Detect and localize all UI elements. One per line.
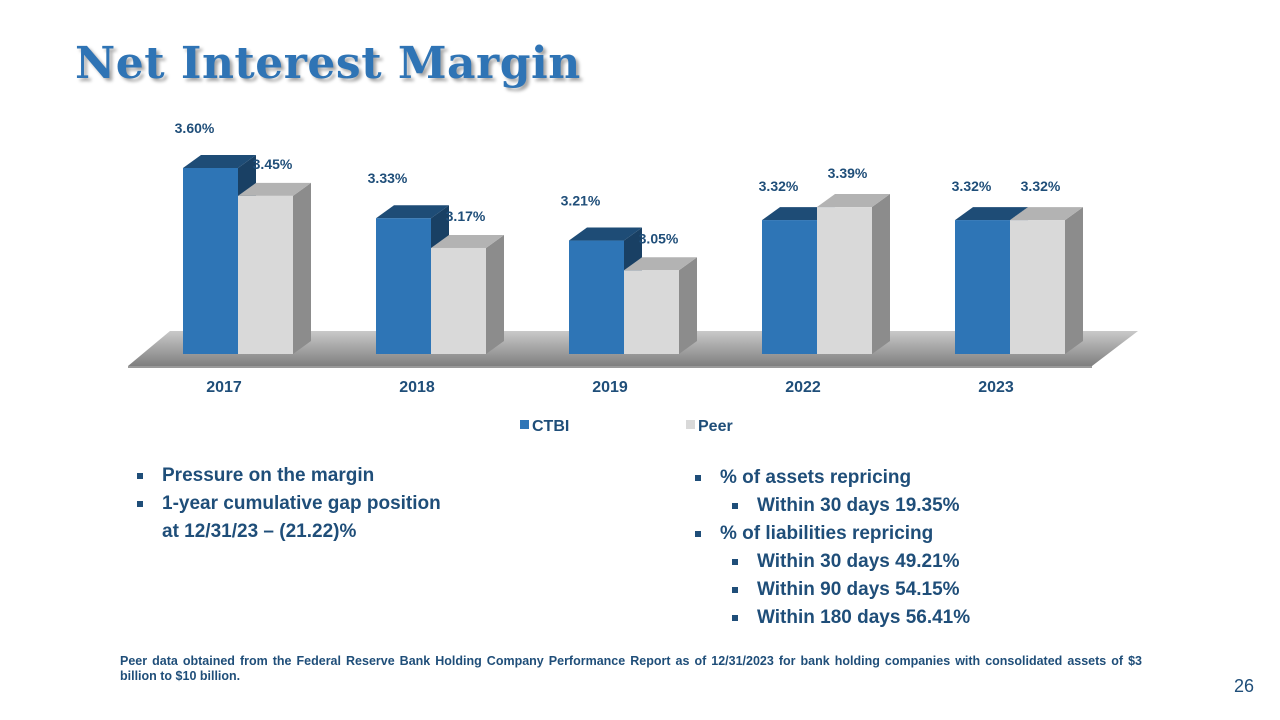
bar-peer-2023	[1010, 207, 1083, 354]
bullet-text: Within 180 days 56.41%	[757, 607, 971, 628]
bullet-marker	[695, 531, 701, 537]
right-bullet-list: % of assets repricing Within 30 days 19.…	[694, 464, 1114, 632]
chart-floor-edge	[128, 366, 1092, 368]
bullet-text-line-2: at 12/31/23 – (21.22)%	[162, 521, 357, 542]
bar-side	[486, 234, 504, 354]
data-label-ctbi-2018: 3.33%	[368, 170, 408, 186]
bar-top	[817, 194, 890, 208]
bar-front	[376, 218, 431, 354]
bar-top	[955, 207, 1028, 221]
bullet-text: % of assets repricing	[720, 467, 912, 488]
bullet-marker	[732, 615, 738, 621]
data-label-peer-2023: 3.32%	[1021, 178, 1061, 194]
bar-front	[955, 220, 1010, 354]
bar-front	[817, 207, 872, 354]
left-bullet-list: Pressure on the margin 1-year cumulative…	[136, 462, 536, 546]
category-label-2017: 2017	[206, 379, 242, 396]
bar-top	[569, 227, 642, 241]
category-label-2019: 2019	[592, 379, 628, 396]
slide-title: Net Interest Margin	[75, 38, 581, 89]
bullet-marker	[732, 587, 738, 593]
bar-front	[569, 240, 624, 354]
legend-swatch-ctbi	[520, 420, 529, 430]
bar-top	[762, 207, 835, 221]
legend-swatch-peer	[686, 420, 695, 430]
bar-side	[293, 182, 311, 354]
bar-front	[431, 247, 486, 354]
bar-front	[762, 220, 817, 354]
bar-peer-2019	[624, 257, 697, 354]
data-label-ctbi-2022: 3.32%	[759, 178, 799, 194]
bar-front	[183, 168, 238, 354]
bar-peer-2018	[431, 234, 504, 354]
bar-peer-2017	[238, 182, 311, 354]
list-item: Pressure on the margin	[136, 462, 536, 490]
bullet-marker	[732, 503, 738, 509]
chart-legend: CTBI Peer	[0, 418, 1280, 440]
category-label-2022: 2022	[785, 379, 821, 396]
data-label-peer-2018: 3.17%	[446, 208, 486, 224]
bullet-marker	[137, 501, 143, 507]
data-label-ctbi-2019: 3.21%	[561, 193, 601, 209]
bullet-marker	[137, 473, 143, 479]
bar-top	[1010, 207, 1083, 221]
bar-side	[679, 257, 697, 354]
list-item: % of liabilities repricing	[694, 520, 1114, 548]
legend-label-peer: Peer	[698, 418, 733, 435]
bullet-marker	[695, 475, 701, 481]
bar-top	[238, 182, 311, 196]
list-item: Within 180 days 56.41%	[694, 604, 1114, 632]
category-label-2023: 2023	[978, 379, 1014, 396]
data-label-ctbi-2023: 3.32%	[952, 178, 992, 194]
bar-side	[872, 194, 890, 354]
bullet-text: Within 90 days 54.15%	[757, 579, 960, 600]
data-label-ctbi-2017: 3.60%	[175, 120, 215, 136]
list-item: Within 30 days 49.21%	[694, 548, 1114, 576]
category-label-2018: 2018	[399, 379, 435, 396]
bar-top	[376, 205, 449, 219]
bar-top	[183, 155, 256, 168]
net-interest-margin-chart: 3.60% 3.45% 2017 3.33% 3.17% 2018 3.21% 3.05% 20…	[128, 120, 1138, 396]
bullet-marker	[732, 559, 738, 565]
data-label-peer-2022: 3.39%	[828, 165, 868, 181]
legend-item-ctbi: CTBI	[520, 418, 569, 436]
bullet-text: Within 30 days 49.21%	[757, 551, 960, 572]
legend-item-peer: Peer	[686, 418, 733, 436]
list-item: Within 30 days 19.35%	[694, 492, 1114, 520]
bar-top	[431, 234, 504, 248]
data-label-peer-2019: 3.05%	[639, 230, 679, 246]
list-item: 1-year cumulative gap position at 12/31/…	[136, 490, 536, 546]
list-item: Within 90 days 54.15%	[694, 576, 1114, 604]
bar-top	[624, 257, 697, 271]
bullet-text: Within 30 days 19.35%	[757, 495, 960, 516]
bar-front	[238, 195, 293, 354]
footnote: Peer data obtained from the Federal Rese…	[120, 654, 1142, 683]
bar-peer-2022	[817, 194, 890, 354]
bullet-text-line-1: 1-year cumulative gap position	[162, 493, 441, 514]
data-label-peer-2017: 3.45%	[253, 156, 293, 172]
bar-side	[1065, 207, 1083, 354]
bar-front	[1010, 220, 1065, 354]
list-item: % of assets repricing	[694, 464, 1114, 492]
bullet-text: % of liabilities repricing	[720, 523, 934, 544]
bar-front	[624, 270, 679, 354]
bullet-text: Pressure on the margin	[162, 465, 375, 486]
legend-label-ctbi: CTBI	[532, 418, 570, 435]
page-number: 26	[1233, 676, 1254, 696]
